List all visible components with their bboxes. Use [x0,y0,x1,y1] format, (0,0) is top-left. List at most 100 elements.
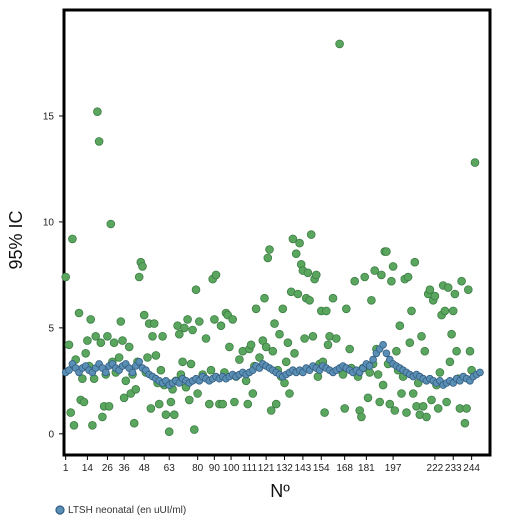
data-point-series-1-183 [402,408,411,417]
data-point-series-1-49 [149,319,159,328]
data-point-series-1-176 [390,406,400,415]
data-point-series-1-52 [154,399,164,409]
data-point-series-1-31 [118,336,127,345]
data-point-series-1-150 [340,404,350,413]
data-point-series-1-167 [375,397,385,407]
data-point-series-1-11 [83,336,92,345]
data-point-series-1-78 [201,334,211,343]
data-point-series-1-185 [405,338,415,348]
y-axis-ticks: 0 5 10 15 [43,111,64,440]
data-point-series-1-123 [290,348,299,358]
data-point-series-1-105 [260,293,269,303]
data-point-series-1-71 [186,359,196,369]
data-point-series-1-125 [293,289,303,299]
data-point-series-0-1 [65,366,73,375]
data-point-series-1-67 [180,323,189,333]
x-tick-label: 244 [463,463,480,474]
data-point-series-1-173 [385,399,395,409]
data-point-series-1-30 [116,317,126,326]
data-point-series-1-99 [246,340,256,350]
data-point-series-1-90 [225,342,234,352]
data-point-series-1-208 [443,283,453,292]
data-point-series-1-164 [370,266,380,275]
data-point-series-1-97 [243,399,253,409]
data-point-series-1-192 [417,331,426,341]
data-point-series-1-134 [308,331,318,341]
x-tick-label: 233 [445,463,462,474]
data-point-series-1-149 [338,370,348,379]
data-point-series-1-126 [295,238,304,248]
data-point-series-0-12 [102,368,110,377]
data-point-series-1-162 [367,295,376,305]
data-point-series-1-24 [104,401,114,411]
x-tick-label: 181 [358,463,375,474]
data-point-series-1-14 [88,420,97,430]
data-point-series-1-136 [311,270,321,280]
data-point-series-1-117 [280,378,289,388]
data-point-series-1-23 [103,331,112,341]
x-axis-title: Nº [270,481,290,501]
data-point-series-1-184 [403,272,413,282]
data-point-series-1-85 [216,321,226,331]
data-point-series-1-154 [350,276,360,286]
data-point-series-1-91 [228,315,238,324]
legend-marker [55,505,65,515]
data-point-series-1-186 [407,306,416,316]
data-point-series-0-20 [128,368,137,377]
x-tick-label: 1 [63,463,69,474]
data-point-series-1-217 [460,418,470,428]
x-tick-label: 132 [276,463,293,474]
x-tick-label: 168 [336,463,353,474]
data-point-series-1-210 [447,329,456,339]
x-axis-ticks: 1 14 26 36 48 63 80 90 100 111 121 132 143 154 168 181 1… [63,455,480,474]
data-point-series-1-17 [93,107,102,116]
data-point-series-1-157 [357,412,366,422]
legend: LTSH neonatal (en uUI/ml) [55,505,186,516]
y-tick-label: 15 [43,111,55,122]
data-point-series-1-13 [86,315,95,324]
data-point-series-1-193 [418,401,428,411]
data-point-series-1-151 [341,304,351,314]
data-point-series-1-75 [193,389,202,398]
data-point-series-1-110 [268,346,278,356]
data-point-series-1-83 [211,270,221,280]
data-point-series-1-111 [270,319,279,328]
data-point-series-1-38 [131,384,141,394]
data-point-series-1-219 [463,285,473,295]
data-point-series-1-102 [251,304,261,314]
data-point-series-1-58 [164,427,174,437]
data-point-series-1-209 [445,357,455,367]
data-point-series-1-74 [191,285,201,295]
data-point-series-1-107 [263,253,273,263]
data-point-series-1-2 [66,408,75,417]
data-point-series-1-159 [360,272,370,282]
data-point-series-1-16 [91,331,100,341]
data-point-series-1-146 [331,334,341,343]
data-point-series-1-33 [121,376,131,386]
data-point-series-1-194 [420,346,430,356]
data-point-series-0-22 [135,357,144,366]
x-tick-label: 90 [209,463,221,474]
data-point-series-1-34 [124,342,134,352]
data-point-series-1-109 [266,406,276,415]
data-point-series-1-43 [139,310,149,320]
data-point-series-1-122 [288,234,298,244]
data-point-series-1-0 [61,272,70,282]
x-tick-label: 14 [82,463,94,474]
data-point-series-1-116 [278,304,288,314]
data-point-series-1-80 [206,365,216,375]
data-point-series-1-3 [68,234,77,244]
data-point-series-1-212 [450,289,460,299]
data-point-series-1-50 [151,351,161,360]
data-point-series-1-120 [285,389,294,398]
data-point-series-1-218 [462,404,471,413]
data-point-series-1-48 [148,331,157,341]
data-point-series-1-53 [156,365,166,375]
data-point-series-1-64 [175,329,184,339]
data-point-series-1-8 [78,374,87,384]
data-point-series-1-108 [265,245,274,254]
data-point-series-1-79 [205,399,214,409]
data-point-series-1-69 [183,315,192,324]
data-point-series-1-168 [377,270,386,280]
